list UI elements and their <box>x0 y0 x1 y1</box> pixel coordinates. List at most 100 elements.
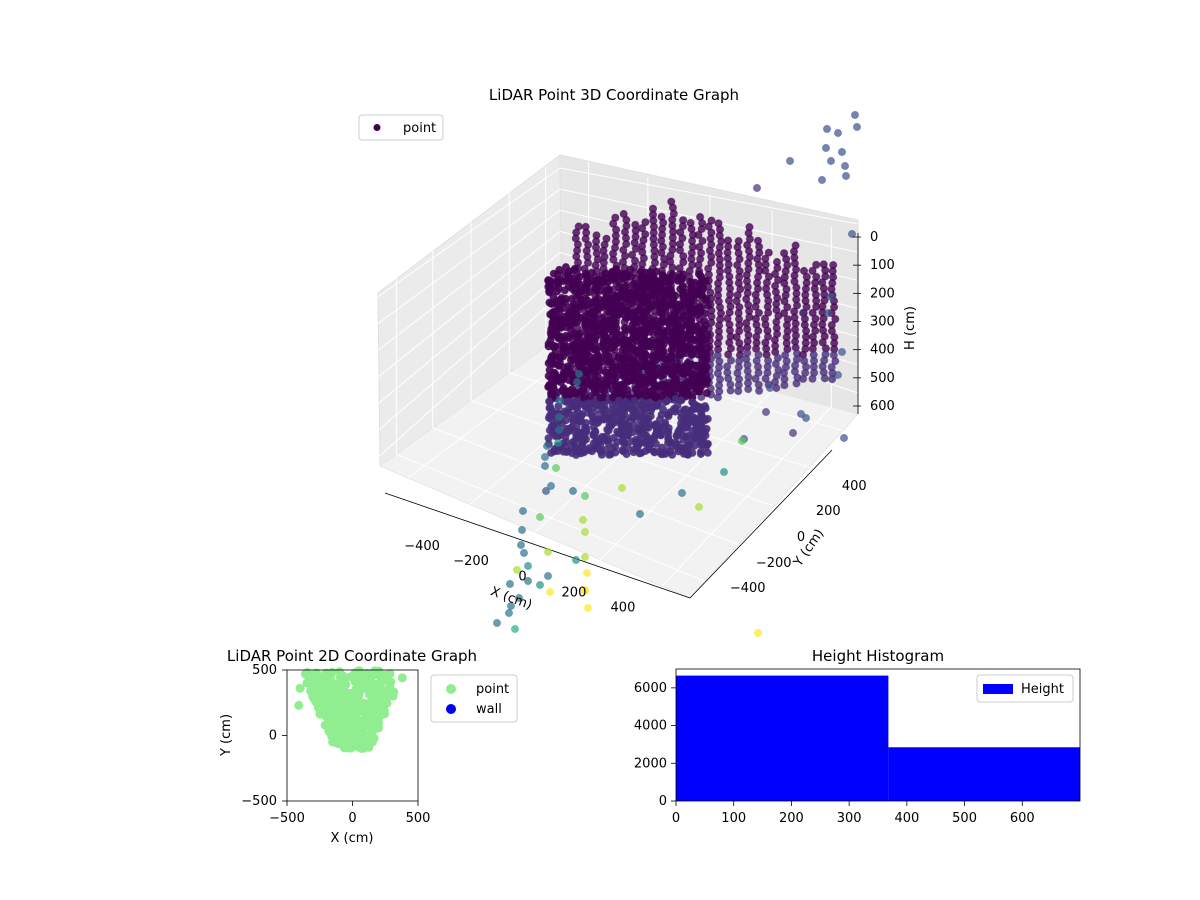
point-3d-2294 <box>564 424 573 434</box>
point-3d-2416 <box>617 483 627 493</box>
point-3d-2140 <box>649 379 658 388</box>
point-3d-2382 <box>606 333 615 342</box>
point-2d-412 <box>294 700 304 710</box>
histogram-x-tick-2: 200 <box>779 811 804 826</box>
point-3d-2341 <box>583 317 593 327</box>
point-3d-641 <box>774 275 783 285</box>
point-3d-133 <box>609 255 618 264</box>
point-3d-2217 <box>591 428 600 437</box>
point-2d-387 <box>320 720 330 730</box>
point-2d-353 <box>335 683 345 693</box>
point-3d-2314 <box>648 368 657 377</box>
point-3d-2372 <box>568 342 578 352</box>
histogram-x-tick-4: 400 <box>894 811 919 826</box>
histogram-x-tick-1: 100 <box>721 811 746 826</box>
point-3d-2339 <box>545 397 554 406</box>
point-3d-2330 <box>571 310 580 319</box>
point-3d-2453 <box>753 628 763 638</box>
x-tick-2d-1: 0 <box>348 811 356 826</box>
point-3d-1842 <box>588 412 597 421</box>
point-3d-2255 <box>642 431 651 440</box>
point-3d-2180 <box>620 282 630 291</box>
point-3d-713 <box>802 302 811 311</box>
point-3d-1993 <box>702 389 712 398</box>
histogram-bar-1 <box>888 747 1080 801</box>
point-3d-2306 <box>605 308 614 317</box>
point-3d-2429 <box>572 377 582 387</box>
point-3d-1872 <box>599 321 608 330</box>
point-3d-2349 <box>569 277 578 286</box>
point-3d-1960 <box>611 448 620 457</box>
y-tick-3d-4: 400 <box>842 479 867 494</box>
point-3d-2344 <box>637 329 646 338</box>
point-3d-618 <box>761 266 770 275</box>
point-3d-612 <box>751 374 760 383</box>
grid-zleft-2 <box>377 209 561 351</box>
point-3d-2320 <box>645 387 655 397</box>
legend-histogram: Height <box>976 674 1074 703</box>
point-3d-1905 <box>668 312 677 321</box>
point-2d-389 <box>362 715 372 725</box>
point-3d-2278 <box>578 410 587 419</box>
point-2d-356 <box>320 692 330 702</box>
point-3d-2284 <box>636 294 645 303</box>
point-3d-614 <box>755 386 764 395</box>
point-3d-2350 <box>596 303 605 312</box>
point-3d-529 <box>726 356 736 365</box>
point-3d-2296 <box>626 294 635 303</box>
point-3d-765 <box>820 374 829 383</box>
y-tick-2d-1: 0 <box>269 729 277 744</box>
legend-2d: point wall <box>430 674 518 723</box>
point-2d-346 <box>362 699 372 709</box>
point-2d-401 <box>386 677 396 687</box>
point-3d-600 <box>751 302 760 311</box>
point-3d-2425 <box>553 438 563 448</box>
point-3d-2225 <box>614 351 624 360</box>
point-3d-2348 <box>697 365 706 374</box>
point-3d-2312 <box>664 378 673 387</box>
point-3d-588 <box>744 385 753 394</box>
point-3d-782 <box>831 357 840 366</box>
point-3d-2183 <box>645 327 654 336</box>
legend-3d-marker <box>373 124 381 131</box>
z-tick-3d-6: 600 <box>870 399 895 414</box>
point-3d-2166 <box>548 357 557 366</box>
point-3d-2358 <box>572 403 582 413</box>
point-3d-534 <box>726 386 735 395</box>
point-3d-2402 <box>837 347 847 357</box>
point-3d-726 <box>812 260 821 269</box>
point-3d-1928 <box>571 284 580 293</box>
point-2d-409 <box>333 737 343 747</box>
point-3d-508 <box>713 393 723 402</box>
histogram-x-tick-5: 500 <box>952 811 977 826</box>
point-3d-2266 <box>592 399 601 408</box>
histogram-x-tick-6: 600 <box>1010 811 1035 826</box>
point-3d-2426 <box>554 425 564 435</box>
point-2d-410 <box>352 719 362 729</box>
point-2d-335 <box>389 687 399 697</box>
point-3d-2222 <box>624 336 633 345</box>
point-3d-225 <box>641 218 650 227</box>
point-2d-400 <box>373 682 383 692</box>
point-3d-2257 <box>665 366 674 375</box>
point-3d-2390 <box>821 143 831 153</box>
point-3d-2329 <box>562 442 571 451</box>
point-3d-2283 <box>683 321 692 330</box>
point-3d-1796 <box>579 386 588 396</box>
point-3d-2076 <box>598 432 607 441</box>
point-3d-2408 <box>788 428 798 438</box>
point-2d-391 <box>340 704 350 714</box>
point-3d-1819 <box>663 439 673 448</box>
x-tick-3d-1: −200 <box>453 554 489 569</box>
point-3d-2126 <box>622 450 631 459</box>
point-3d-2398 <box>847 229 857 239</box>
point-2d-362 <box>371 722 380 732</box>
point-3d-2455 <box>571 555 581 565</box>
point-3d-2433 <box>578 515 588 525</box>
point-3d-2414 <box>694 502 704 512</box>
x-tick-2d-2: 500 <box>406 811 431 826</box>
point-3d-2135 <box>620 271 629 280</box>
point-3d-528 <box>724 350 733 359</box>
point-3d-668 <box>780 297 789 306</box>
point-3d-1700 <box>671 440 681 449</box>
